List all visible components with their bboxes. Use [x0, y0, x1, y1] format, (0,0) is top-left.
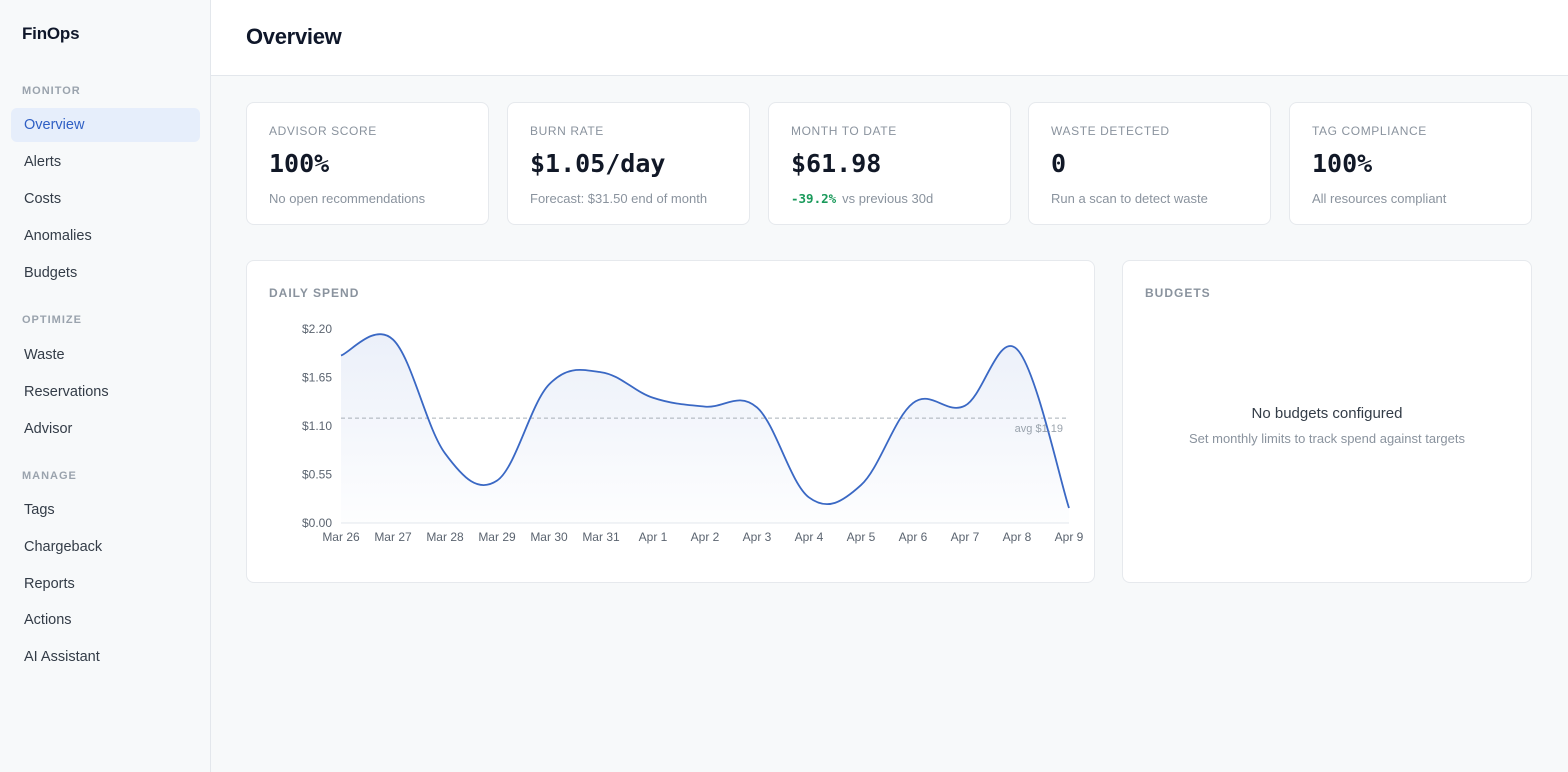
x-tick-label: Apr 3 — [743, 530, 772, 544]
sidebar: FinOps MONITOR Overview Alerts Costs Ano… — [0, 0, 211, 772]
sidebar-item-alerts[interactable]: Alerts — [24, 154, 62, 170]
x-tick-label: Apr 8 — [1003, 530, 1032, 544]
x-tick-label: Apr 5 — [847, 530, 876, 544]
sidebar-item-overview[interactable]: Overview — [11, 108, 200, 142]
panel-title: BUDGETS — [1145, 286, 1211, 300]
x-tick-label: Mar 28 — [426, 530, 464, 544]
x-tick-label: Apr 6 — [899, 530, 928, 544]
kpi-label: ADVISOR SCORE — [269, 124, 377, 138]
x-tick-label: Apr 2 — [691, 530, 720, 544]
x-tick-label: Mar 26 — [322, 530, 360, 544]
kpi-label: TAG COMPLIANCE — [1312, 124, 1427, 138]
x-tick-label: Apr 1 — [639, 530, 668, 544]
kpi-delta-caption: vs previous 30d — [842, 191, 934, 206]
brand-logo[interactable]: FinOps — [22, 24, 80, 43]
kpi-label: BURN RATE — [530, 124, 604, 138]
x-tick-label: Mar 31 — [582, 530, 620, 544]
sidebar-item-ai-assistant[interactable]: AI Assistant — [24, 649, 100, 665]
kpi-delta: -39.2% — [791, 191, 837, 206]
kpi-card-advisor-score: ADVISOR SCORE 100% No open recommendatio… — [246, 102, 489, 225]
kpi-value: 0 — [1051, 149, 1067, 178]
nav-section-optimize: OPTIMIZE — [22, 314, 82, 326]
kpi-subtext: No open recommendations — [269, 191, 426, 206]
empty-state-title: No budgets configured — [1251, 405, 1403, 422]
kpi-subtext: Run a scan to detect waste — [1051, 191, 1208, 206]
budgets-panel: BUDGETS No budgets configured Set monthl… — [1122, 260, 1532, 583]
kpi-subtext: All resources compliant — [1312, 191, 1447, 206]
sidebar-item-tags[interactable]: Tags — [24, 502, 55, 518]
spend-series-line — [340, 333, 1070, 509]
y-tick-label: $1.65 — [302, 371, 332, 385]
panel-title: DAILY SPEND — [269, 286, 360, 300]
page-header: Overview — [211, 0, 1568, 76]
sidebar-item-reservations[interactable]: Reservations — [24, 384, 109, 400]
kpi-value: 100% — [269, 149, 330, 178]
sidebar-item-anomalies[interactable]: Anomalies — [24, 228, 92, 244]
kpi-card-waste-detected: WASTE DETECTED 0 Run a scan to detect wa… — [1028, 102, 1271, 225]
sidebar-item-costs[interactable]: Costs — [24, 191, 62, 207]
kpi-label: MONTH TO DATE — [791, 124, 897, 138]
kpi-value: $1.05/day — [530, 149, 666, 178]
x-tick-label: Apr 4 — [795, 530, 824, 544]
x-tick-label: Mar 30 — [530, 530, 568, 544]
y-tick-label: $0.00 — [302, 516, 332, 530]
page-title: Overview — [246, 24, 342, 49]
kpi-card-month-to-date: MONTH TO DATE $61.98 -39.2% vs previous 3… — [768, 102, 1011, 225]
sidebar-item-waste[interactable]: Waste — [24, 347, 65, 363]
kpi-value: $61.98 — [791, 149, 882, 178]
spend-area — [341, 334, 1069, 523]
kpi-card-burn-rate: BURN RATE $1.05/day Forecast: $31.50 end… — [507, 102, 750, 225]
daily-spend-chart: $2.20 $1.65 $1.10 $0.55 $0.00 avg $1.19 Mar … — [302, 322, 1084, 544]
sidebar-item-advisor[interactable]: Advisor — [24, 421, 73, 437]
kpi-value: 100% — [1312, 149, 1373, 178]
daily-spend-panel: DAILY SPEND $2.20 $1.65 $1.10 $0.55 $0.00 av… — [246, 260, 1095, 583]
y-tick-label: $0.55 — [302, 468, 332, 482]
average-label: avg $1.19 — [1015, 423, 1063, 435]
x-tick-label: Apr 9 — [1055, 530, 1084, 544]
x-tick-label: Mar 29 — [478, 530, 516, 544]
sidebar-item-chargeback[interactable]: Chargeback — [24, 539, 103, 555]
sidebar-item-actions[interactable]: Actions — [24, 612, 72, 628]
kpi-card-tag-compliance: TAG COMPLIANCE 100% All resources compli… — [1289, 102, 1532, 225]
sidebar-item-budgets[interactable]: Budgets — [24, 265, 78, 281]
x-tick-label: Mar 27 — [374, 530, 412, 544]
empty-state-subtitle: Set monthly limits to track spend agains… — [1188, 431, 1465, 446]
kpi-label: WASTE DETECTED — [1051, 124, 1170, 138]
nav-section-monitor: MONITOR — [22, 85, 81, 97]
y-tick-label: $1.10 — [302, 419, 332, 433]
y-tick-label: $2.20 — [302, 322, 332, 336]
nav-section-manage: MANAGE — [22, 470, 77, 482]
sidebar-item-reports[interactable]: Reports — [24, 576, 75, 592]
kpi-subtext: -39.2% vs previous 30d — [791, 191, 933, 206]
x-tick-label: Apr 7 — [951, 530, 980, 544]
kpi-subtext: Forecast: $31.50 end of month — [530, 191, 708, 206]
